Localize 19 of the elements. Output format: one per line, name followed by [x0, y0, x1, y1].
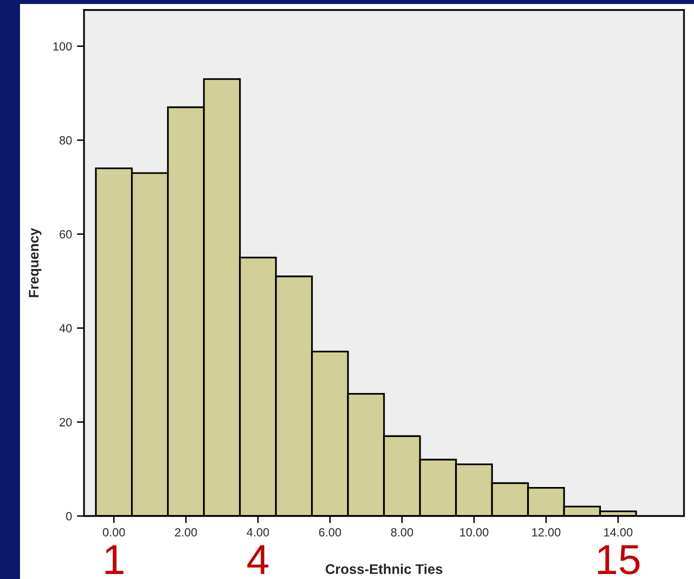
- y-tick-label: 80: [60, 136, 72, 145]
- annotation: 1: [105, 545, 124, 574]
- x-tick-label: 0.00: [102, 528, 125, 536]
- y-tick-label: 40: [59, 324, 72, 332]
- y-tick-label: 0: [66, 512, 72, 520]
- x-tick-label: 10.00: [460, 528, 488, 536]
- x-axis-title: Cross-Ethnic Ties: [326, 564, 442, 574]
- annotation: 15: [598, 545, 640, 574]
- x-tick-label: 12.00: [532, 528, 560, 536]
- y-tick-label: 20: [60, 418, 72, 426]
- x-tick-label: 4.00: [246, 528, 269, 536]
- y-tick-label: 100: [53, 42, 72, 51]
- x-tick-label: 8.00: [391, 528, 414, 536]
- x-tick-label: 2.00: [175, 528, 197, 536]
- y-axis-title: Frequency: [28, 228, 42, 298]
- x-tick-label: 14.00: [604, 528, 632, 536]
- x-tick-label: 6.00: [319, 528, 342, 536]
- annotation: 4: [247, 545, 268, 574]
- y-tick-label: 60: [60, 230, 72, 238]
